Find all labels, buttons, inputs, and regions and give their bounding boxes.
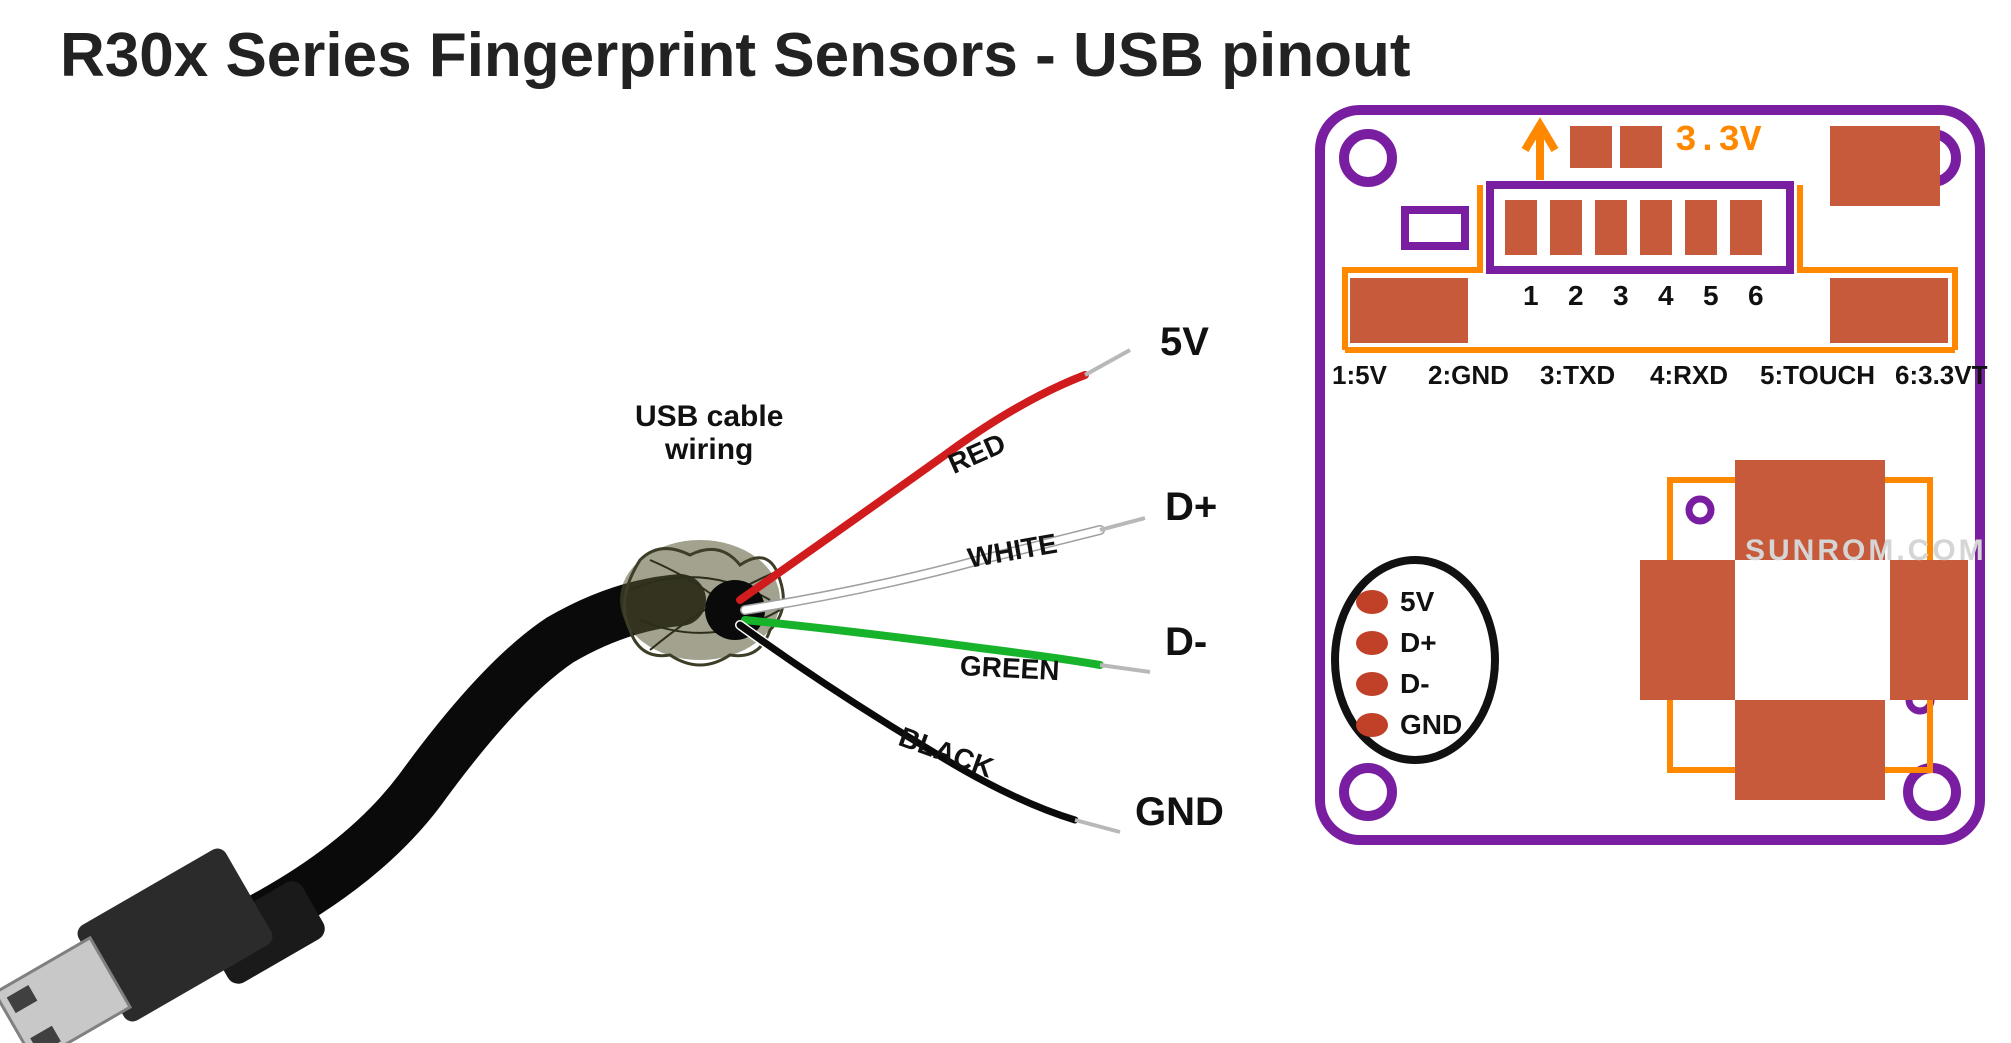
pcb-33v-label: 3.3V xyxy=(1675,120,1761,161)
pcb-side-pad-left xyxy=(1350,278,1468,343)
pcb-header-pin-3 xyxy=(1595,200,1627,255)
pcb-usb-label-dm: D- xyxy=(1400,668,1430,700)
pcb-header-pin-6 xyxy=(1730,200,1762,255)
pcb-legend-3: 3:TXD xyxy=(1540,360,1615,391)
pcb-legend-4: 4:RXD xyxy=(1650,360,1728,391)
pcb-usb-label-gnd: GND xyxy=(1400,709,1462,741)
pcb-legend-6: 6:3.3VT xyxy=(1895,360,1988,391)
pcb-pin-num-5: 5 xyxy=(1703,280,1719,312)
pcb-pin-num-4: 4 xyxy=(1658,280,1674,312)
wire-label-gnd: GND xyxy=(1135,790,1224,835)
usb-caption-line2: wiring xyxy=(665,433,753,466)
pcb-hole-tl xyxy=(1344,134,1392,182)
pcb-legend-1: 1:5V xyxy=(1332,360,1387,391)
wire-label-5v: 5V xyxy=(1160,320,1209,365)
pcb-top-pad-right xyxy=(1830,126,1940,206)
usb-cable-caption: USB cable wiring xyxy=(635,400,783,466)
pcb-usb-label-dp: D+ xyxy=(1400,627,1437,659)
wire-red xyxy=(740,350,1130,600)
wire-green xyxy=(745,620,1150,672)
pcb-small-rect xyxy=(1405,210,1465,246)
pcb-via-1 xyxy=(1689,499,1711,521)
usb-cable-path xyxy=(240,600,680,930)
pcb-pin-num-1: 1 xyxy=(1523,280,1539,312)
pcb-top-pad-2 xyxy=(1620,126,1662,168)
usb-caption-line1: USB cable xyxy=(635,400,783,433)
pcb-usb-pad-dm xyxy=(1356,672,1388,696)
wire-label-dm: D- xyxy=(1165,620,1207,665)
pcb-pin-num-6: 6 xyxy=(1748,280,1764,312)
pcb-hole-bl xyxy=(1344,768,1392,816)
wire-label-dp: D+ xyxy=(1165,485,1217,530)
pcb-pin-num-3: 3 xyxy=(1613,280,1629,312)
wire-color-green: GREEN xyxy=(959,650,1060,687)
wire-white xyxy=(745,518,1145,610)
pcb-legend-5: 5:TOUCH xyxy=(1760,360,1875,391)
watermark-text: SUNROM.COM xyxy=(1745,534,1987,567)
pcb-header-pin-5 xyxy=(1685,200,1717,255)
pcb-pin-num-2: 2 xyxy=(1568,280,1584,312)
pcb-header-pin-1 xyxy=(1505,200,1537,255)
pcb-top-pad-1 xyxy=(1570,126,1612,168)
pcb-usb-pad-5v xyxy=(1356,590,1388,614)
pcb-hole-br xyxy=(1908,768,1956,816)
pcb-usb-pad-gnd xyxy=(1356,713,1388,737)
pcb-header-pin-4 xyxy=(1640,200,1672,255)
pcb-legend-2: 2:GND xyxy=(1428,360,1509,391)
pcb-usb-pad-dp xyxy=(1356,631,1388,655)
pcb-usb-label-5v: 5V xyxy=(1400,586,1434,618)
pcb-33v-arrow xyxy=(1525,125,1555,180)
pcb-header-pin-2 xyxy=(1550,200,1582,255)
pcb-side-pad-right xyxy=(1830,278,1948,343)
